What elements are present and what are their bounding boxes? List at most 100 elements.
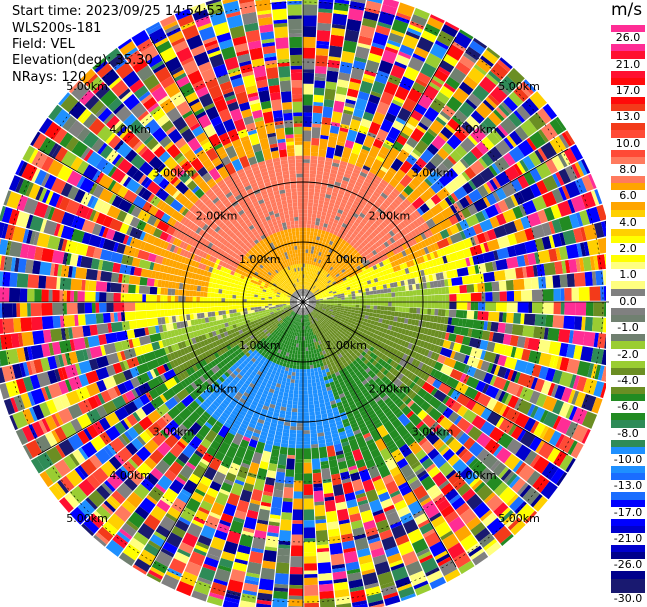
range-gate (303, 112, 313, 117)
range-gate (369, 305, 374, 310)
range-gate (357, 91, 370, 101)
range-gate (299, 361, 303, 366)
range-gate (347, 197, 355, 204)
range-gate (497, 322, 506, 334)
range-gate (313, 400, 320, 405)
range-gate (321, 257, 326, 262)
range-gate (313, 101, 324, 107)
range-gate (449, 302, 457, 310)
range-gate (292, 350, 296, 355)
range-gate (310, 346, 314, 351)
range-gate (336, 232, 342, 238)
range-gate (324, 160, 333, 166)
range-gate (307, 286, 309, 290)
range-gate (315, 177, 323, 183)
range-gate (303, 340, 306, 344)
range-gate (303, 206, 308, 210)
range-gate (317, 266, 321, 271)
range-gate (413, 46, 429, 59)
range-gate (340, 113, 353, 126)
range-gate (424, 295, 428, 302)
range-gate (289, 429, 297, 434)
range-gate (307, 278, 310, 283)
range-gate (355, 304, 360, 308)
range-gate (407, 27, 422, 37)
range-gate (331, 234, 337, 239)
range-gate (397, 312, 403, 318)
range-gate (534, 314, 547, 327)
range-gate (327, 224, 332, 230)
range-gate (364, 7, 380, 15)
range-gate (355, 181, 363, 188)
range-gate (372, 290, 377, 295)
range-gate (339, 202, 347, 208)
range-gate (323, 234, 329, 240)
range-gate (279, 519, 292, 531)
range-gate (317, 156, 326, 161)
range-gate (291, 371, 296, 376)
range-gate (344, 294, 349, 298)
range-gate (372, 31, 389, 47)
range-gate (328, 45, 343, 58)
range-gate (409, 290, 414, 296)
range-gate (289, 433, 297, 438)
range-gate (398, 51, 412, 60)
range-gate (303, 126, 312, 131)
range-gate (298, 390, 303, 395)
range-gate (303, 376, 308, 380)
range-gate (288, 440, 296, 445)
range-gate (322, 238, 327, 243)
range-gate (326, 70, 339, 83)
range-gate (260, 567, 275, 581)
range-gate (370, 90, 382, 98)
range-gate (412, 53, 426, 62)
range-gate (346, 213, 353, 219)
range-gate (339, 127, 349, 133)
range-gate (341, 198, 348, 205)
range-gate (295, 347, 299, 351)
range-gate (309, 275, 312, 280)
range-gate (375, 24, 391, 36)
range-gate (308, 404, 315, 409)
range-gate (307, 375, 312, 380)
range-gate (308, 354, 312, 359)
range-gate (405, 290, 410, 297)
range-gate (313, 246, 318, 251)
range-gate (307, 275, 311, 279)
range-gate (366, 305, 371, 309)
range-gate (523, 278, 532, 290)
range-gate (293, 491, 303, 499)
range-gate (448, 285, 460, 294)
range-gate (402, 307, 407, 313)
range-gate (288, 389, 294, 394)
range-gate (490, 321, 499, 332)
range-gate (313, 250, 317, 255)
range-gate (338, 167, 346, 173)
range-gate (354, 97, 368, 112)
range-gate (347, 162, 355, 169)
range-gate (303, 458, 312, 463)
range-gate (303, 72, 315, 84)
range-gate (384, 46, 399, 55)
range-gate (423, 308, 428, 315)
range-gate (303, 170, 310, 174)
range-gate (402, 296, 407, 302)
range-gate (331, 23, 346, 30)
range-gate (305, 285, 308, 290)
range-gate (308, 195, 314, 200)
range-gate (542, 288, 554, 301)
range-gate (353, 108, 365, 119)
range-gate (320, 264, 324, 269)
range-gate (343, 0, 350, 1)
range-gate (338, 205, 345, 211)
range-gate (359, 80, 373, 95)
range-gate (341, 146, 353, 160)
range-gate (462, 310, 468, 319)
range-gate (308, 184, 315, 189)
range-gate (307, 216, 312, 221)
range-gate (388, 32, 404, 44)
range-gate (323, 99, 335, 108)
range-gate (488, 311, 500, 322)
range-gate (341, 297, 345, 300)
range-gate (313, 483, 323, 488)
